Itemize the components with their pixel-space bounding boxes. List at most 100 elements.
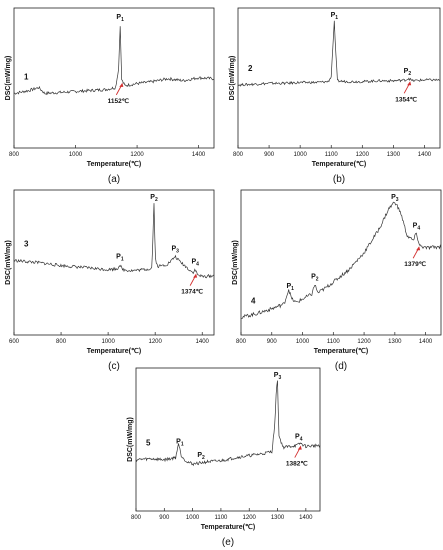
peak-subscript: 2 <box>316 276 319 282</box>
x-axis-label: Temperature(℃) <box>87 347 141 355</box>
temperature-annotation: 1374℃ <box>181 288 203 296</box>
arrow-head <box>407 81 412 86</box>
panel-b: 800 900 1000 1100 1200 1300 1400 Temperature(℃)… <box>229 7 441 185</box>
x-tick-label: 1000 <box>186 515 200 521</box>
x-tick-label: 800 <box>233 152 244 158</box>
x-tick-label: 1400 <box>419 339 433 345</box>
x-tick-label: 1400 <box>192 152 206 158</box>
arrow-head <box>193 273 198 278</box>
peak-subscript: 4 <box>300 436 303 442</box>
peak-label: P3 <box>391 194 399 203</box>
x-tick-label: 1200 <box>356 152 370 158</box>
panel-e: 800 900 1000 1100 1200 1300 1400 Temperature(℃)… <box>127 367 321 548</box>
y-axis-label: DSC(mW/mg) <box>127 417 134 462</box>
series-number: 3 <box>24 239 29 248</box>
peak-label: P1 <box>116 254 124 263</box>
peak-label: P2 <box>150 194 158 203</box>
temperature-annotation: 1152℃ <box>108 97 130 105</box>
x-tick-label: 800 <box>9 152 20 158</box>
panel-c: 600 800 1000 1200 1400 Temperature(℃) DSC(mW/m… <box>5 189 215 372</box>
x-tick-label: 900 <box>264 152 275 158</box>
x-tick-label: 1200 <box>130 152 144 158</box>
temperature-annotation: 1382℃ <box>286 460 308 468</box>
dsc-curve <box>13 26 215 96</box>
peak-label: P1 <box>331 12 339 21</box>
dsc-curve <box>135 380 321 467</box>
arrow-head <box>119 82 124 87</box>
x-tick-label: 800 <box>56 339 67 345</box>
panel-caption: (c) <box>108 361 120 372</box>
peak-subscript: 2 <box>408 71 411 77</box>
temperature-annotation: 1379℃ <box>404 260 426 268</box>
peak-subscript: 4 <box>417 225 420 231</box>
x-tick-label: 600 <box>9 339 20 345</box>
x-tick-label: 1200 <box>357 339 371 345</box>
x-tick-label: 1200 <box>148 339 162 345</box>
x-tick-label: 900 <box>267 339 278 345</box>
peak-label: P2 <box>311 273 319 282</box>
x-tick-label: 800 <box>131 515 142 521</box>
panel-caption: (a) <box>108 174 120 185</box>
peak-label: P4 <box>191 259 199 268</box>
peak-label: P3 <box>171 245 179 254</box>
x-tick-label: 1000 <box>293 152 307 158</box>
y-axis-label: DSC(mW/mg) <box>5 56 12 101</box>
dsc-curve <box>237 20 441 87</box>
peak-label: P1 <box>176 438 184 447</box>
plot-frame <box>240 189 442 336</box>
x-axis-label: Temperature(℃) <box>87 160 141 168</box>
panel-d: 800 900 1000 1100 1200 1300 1400 Temperature(℃)… <box>232 189 442 372</box>
x-axis-label: Temperature(℃) <box>314 347 368 355</box>
plot-frame <box>13 189 215 336</box>
x-tick-label: 1000 <box>296 339 310 345</box>
x-tick-label: 1400 <box>299 515 313 521</box>
peak-subscript: 3 <box>176 248 179 254</box>
peak-label: P3 <box>274 372 282 381</box>
peak-label: P1 <box>116 14 124 23</box>
x-tick-label: 1300 <box>271 515 285 521</box>
x-tick-label: 1300 <box>388 339 402 345</box>
dsc-curve <box>13 203 215 279</box>
x-tick-label: 1400 <box>418 152 432 158</box>
peak-subscript: 2 <box>202 455 205 461</box>
y-axis-label: DSC(mW/mg) <box>229 56 236 101</box>
arrow-head <box>416 246 421 251</box>
temperature-annotation: 1354℃ <box>395 95 417 103</box>
x-tick-label: 1200 <box>243 515 257 521</box>
peak-label: P4 <box>295 433 303 442</box>
x-tick-label: 1300 <box>387 152 401 158</box>
peak-label: P2 <box>197 452 205 461</box>
x-tick-label: 1000 <box>69 152 83 158</box>
x-tick-label: 800 <box>236 339 247 345</box>
peak-subscript: 1 <box>335 15 338 21</box>
plot-frame <box>13 7 215 149</box>
x-axis-label: Temperature(℃) <box>312 160 366 168</box>
panel-a: 800 1000 1200 1400 Temperature(℃) DSC(mW/mg) (… <box>5 7 215 185</box>
panel-caption: (b) <box>333 174 345 185</box>
peak-subscript: 1 <box>291 286 294 292</box>
peak-subscript: 4 <box>196 262 199 268</box>
peak-subscript: 3 <box>278 375 281 381</box>
plot-frame <box>237 7 441 149</box>
y-axis-label: DSC(mW/mg) <box>5 240 12 285</box>
peak-subscript: 3 <box>396 197 399 203</box>
x-tick-label: 1400 <box>196 339 210 345</box>
x-tick-label: 1100 <box>327 339 341 345</box>
peak-label: P4 <box>413 222 421 231</box>
x-tick-label: 1100 <box>325 152 339 158</box>
x-axis-label: Temperature(℃) <box>201 523 255 531</box>
peak-label: P2 <box>404 68 412 77</box>
y-axis-label: DSC(mW/mg) <box>232 240 239 285</box>
peak-label: P1 <box>287 283 295 292</box>
series-number: 1 <box>24 72 29 81</box>
plot-frame <box>135 367 321 512</box>
x-tick-label: 1000 <box>101 339 115 345</box>
peak-subscript: 2 <box>155 197 158 203</box>
x-tick-label: 900 <box>159 515 170 521</box>
panel-caption: (d) <box>335 361 347 372</box>
panel-caption: (e) <box>222 537 234 548</box>
dsc-curve <box>240 201 442 320</box>
peak-subscript: 1 <box>121 17 124 23</box>
arrow-head <box>297 445 302 450</box>
